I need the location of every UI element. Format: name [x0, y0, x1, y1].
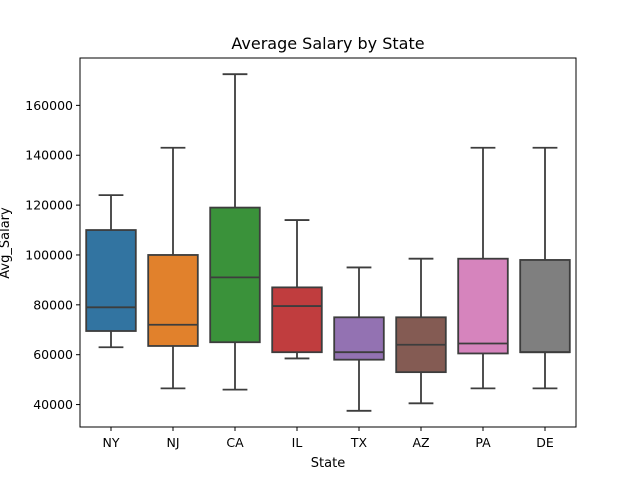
x-axis-ticks: NY NJ CA IL TX AZ PA DE: [103, 427, 554, 450]
y-tick-label: 120000: [25, 198, 73, 213]
iqr-box-ny: [85, 229, 137, 332]
box-ca: [209, 73, 261, 391]
box-az: [395, 257, 447, 405]
x-axis-label: State: [311, 456, 345, 471]
x-tick-label-tx: TX: [350, 435, 368, 450]
x-tick-label-il: IL: [292, 435, 303, 450]
iqr-box-de: [519, 259, 571, 354]
y-tick-label: 140000: [25, 148, 73, 163]
y-axis-label: Avg_Salary: [0, 207, 13, 279]
box-ny: [85, 194, 137, 349]
y-tick-label: 40000: [33, 397, 73, 412]
y-tick-label: 100000: [25, 247, 73, 262]
box-nj: [147, 146, 199, 390]
iqr-box-il: [271, 286, 323, 354]
x-tick-label-ny: NY: [103, 435, 120, 450]
x-tick-label-de: DE: [536, 435, 554, 450]
iqr-box-ca: [209, 206, 261, 344]
chart-title: Average Salary by State: [231, 34, 424, 53]
iqr-box-nj: [147, 254, 199, 347]
iqr-box-tx: [333, 316, 385, 361]
y-tick-label: 80000: [33, 297, 73, 312]
box-tx: [333, 266, 385, 412]
y-tick-label: 160000: [25, 98, 73, 113]
x-tick-label-az: AZ: [412, 435, 429, 450]
iqr-box-pa: [457, 257, 509, 355]
x-tick-label-pa: PA: [475, 435, 491, 450]
y-axis-ticks: 40000 60000 80000 100000 120000 140000 160000: [25, 98, 80, 412]
plot-frame: [79, 57, 577, 428]
x-tick-label-ca: CA: [226, 435, 244, 450]
y-tick-label: 60000: [33, 347, 73, 362]
box-pa: [457, 146, 509, 390]
box-il: [271, 219, 323, 360]
box-group: [85, 73, 571, 412]
box-de: [519, 146, 571, 390]
x-tick-label-nj: NJ: [166, 435, 179, 450]
